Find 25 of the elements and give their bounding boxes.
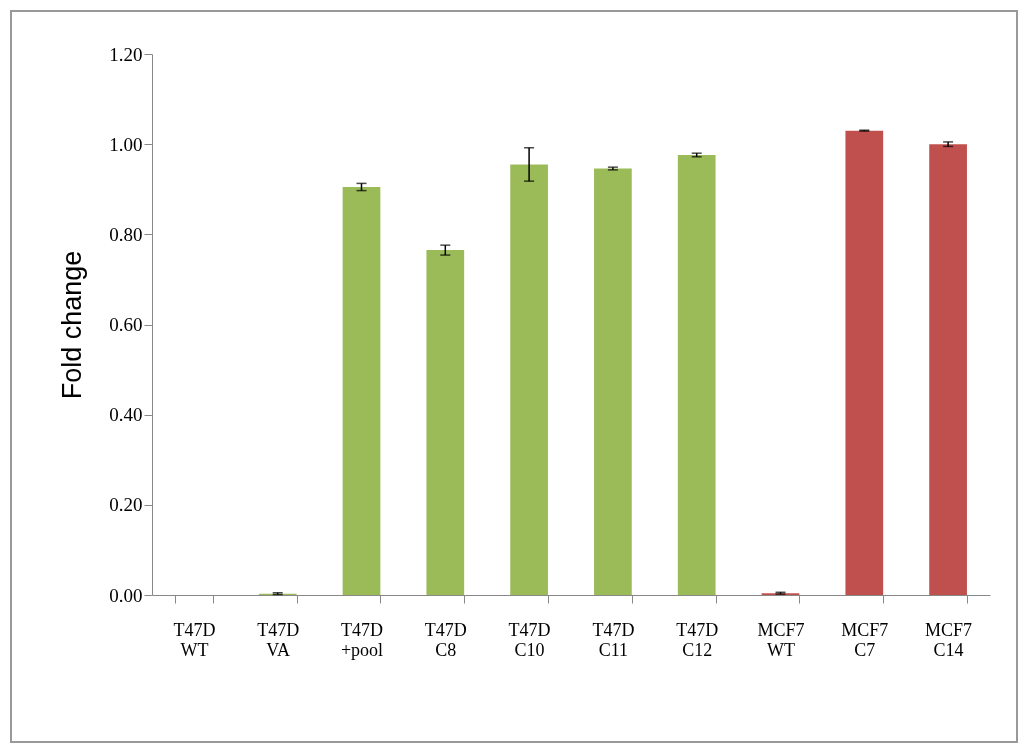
y-tick-label: 1.00 [109,133,143,155]
x-tick-label: T47D C11 [592,619,635,660]
x-tick-label: MCF7 WT [757,619,805,660]
x-tick-label: T47D C12 [676,619,719,660]
x-tick-label: T47D +pool [340,619,384,660]
bar [426,250,465,595]
x-tick-label: MCF7 C14 [925,619,973,660]
y-tick-label: 0.40 [109,404,143,426]
bar [677,154,716,595]
x-tick-label: T47D C10 [508,619,551,660]
y-tick-label: 0.20 [109,494,143,516]
x-tick-label: T47D WT [173,619,216,660]
bar [929,144,967,595]
bar [845,130,884,595]
x-tick-label: MCF7 C7 [841,619,889,660]
bar [510,164,548,595]
bar [342,187,381,595]
y-tick-label: 1.20 [109,43,143,65]
y-tick-label: 0.80 [109,223,143,245]
y-tick-label: 0.00 [109,584,143,606]
x-tick-label: T47D VA [257,619,300,660]
bar [594,168,632,595]
y-tick-label: 0.60 [109,314,143,335]
x-tick-label: T47D C8 [424,619,467,660]
y-axis-title: Fold change [57,250,88,400]
